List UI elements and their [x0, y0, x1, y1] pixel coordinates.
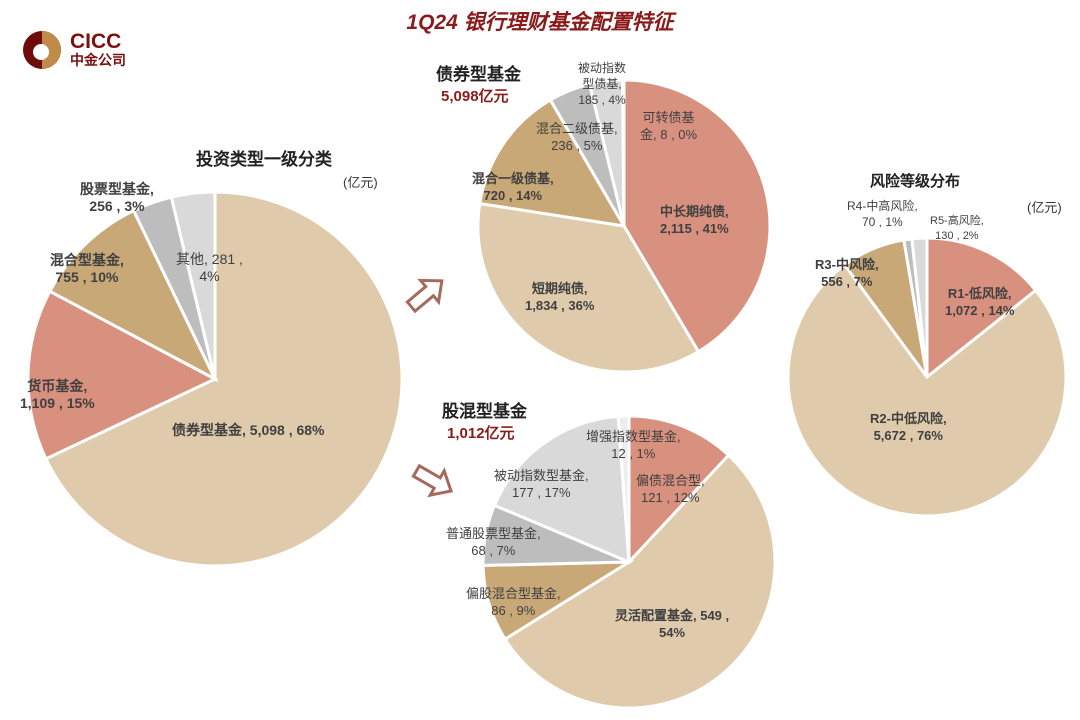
data-label: 被动指数 型债基, 185 , 4%: [578, 61, 627, 107]
data-label: 被动指数型基金, 177 , 17%: [494, 468, 589, 500]
pie-slice: [47, 208, 219, 383]
arrow-down-right-icon: [411, 463, 454, 498]
arrow-up-right-icon: [405, 278, 444, 314]
pie-slice: [476, 201, 701, 374]
data-label: 混合二级债基, 236 , 5%: [536, 121, 618, 153]
chart-total: 1,012亿元: [447, 425, 515, 442]
pie-slice: [502, 453, 777, 710]
data-label: 债券型基金, 5,098 , 68%: [172, 422, 325, 438]
data-label: 货币基金, 1,109 , 15%: [20, 378, 95, 411]
pie-chart: [476, 78, 772, 374]
pie-slice: [621, 78, 626, 227]
pie-chart: [26, 190, 404, 568]
data-label: R4-中高风险, 70 , 1%: [847, 199, 918, 229]
logo-text-cn: 中金公司: [70, 52, 126, 68]
data-label: R5-高风险, 130 , 2%: [930, 215, 984, 242]
chart-title-bond-funds: 债券型基金: [436, 65, 521, 84]
pie-chart: [786, 236, 1068, 518]
pie-slice: [910, 236, 929, 378]
pie-slice: [786, 262, 1068, 518]
data-label: 混合型基金, 755 , 10%: [50, 252, 124, 285]
data-label: 混合一级债基, 720 , 14%: [472, 171, 554, 203]
pie-slice: [492, 414, 631, 565]
data-label: 中长期纯债, 2,115 , 41%: [660, 204, 729, 236]
data-label: 灵活配置基金, 549 , 54%: [615, 608, 730, 640]
data-label: 普通股票型基金, 68 , 7%: [446, 526, 541, 558]
page-title: 1Q24 银行理财基金配置特征: [406, 11, 674, 34]
data-label: 偏债混合型, 121 , 12%: [636, 473, 705, 505]
data-label: 股票型基金, 256 , 3%: [80, 181, 154, 214]
unit-label: (亿元): [1027, 200, 1062, 215]
pie-slice: [616, 414, 631, 563]
data-label: 短期纯债, 1,834 , 36%: [525, 281, 595, 313]
unit-label: (亿元): [343, 175, 378, 190]
data-label: 可转债基 金, 8 , 0%: [640, 110, 698, 142]
data-label: R2-中低风险, 5,672 , 76%: [870, 411, 947, 443]
pie-slice: [26, 289, 219, 461]
chart-title-risk-level: 风险等级分布: [870, 173, 961, 190]
logo-mark: [23, 31, 61, 69]
logo-text-en: CICC: [70, 30, 122, 53]
pie-slice: [925, 236, 1038, 381]
pie-chart: [481, 414, 777, 710]
pie-slice: [169, 190, 217, 380]
chart-title-investment-type: 投资类型一级分类: [196, 150, 332, 169]
chart-title-equity-mixed-funds: 股混型基金: [442, 402, 527, 421]
chart-total: 5,098亿元: [441, 88, 509, 105]
data-label: R1-低风险, 1,072 , 14%: [945, 286, 1015, 318]
data-label: 增强指数型基金, 12 , 1%: [586, 429, 681, 461]
pie-slice: [627, 414, 731, 566]
data-label: 其他, 281 , 4%: [176, 251, 243, 284]
pie-slice: [478, 97, 627, 228]
pie-slice: [43, 190, 404, 568]
data-label: R3-中风险, 556 , 7%: [815, 257, 879, 289]
data-label: 偏股混合型基金, 86 , 9%: [466, 586, 561, 618]
pie-slice: [622, 78, 772, 354]
